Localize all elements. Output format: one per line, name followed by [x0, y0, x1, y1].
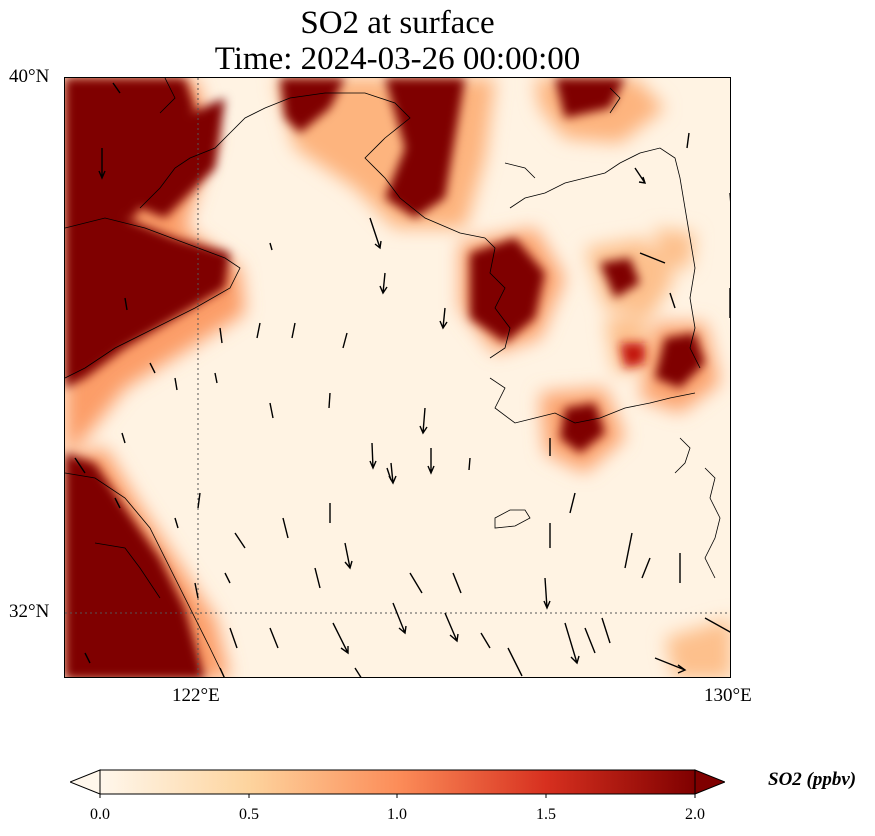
lat-label-32n: 32°N: [9, 601, 50, 622]
so2-map: [64, 77, 731, 678]
colorbar-extend-min: [70, 769, 101, 795]
plot-title: SO2 at surface: [300, 5, 495, 41]
coastlines: [65, 78, 721, 677]
colorbar-tick-2-0: 2.0: [685, 806, 705, 823]
colorbar-tick-1-0: 1.0: [387, 806, 407, 823]
colorbar-tick-0: 0.0: [90, 806, 110, 823]
lon-label-130e: 130°E: [704, 685, 752, 706]
map-canvas: [65, 78, 730, 677]
lat-label-40n: 40°N: [9, 66, 50, 87]
colorbar-tick-0-5: 0.5: [239, 806, 259, 823]
colorbar-extend-max: [694, 769, 725, 795]
colorbar: [70, 769, 725, 798]
plot-subtitle-time: Time: 2024-03-26 00:00:00: [214, 41, 581, 77]
so2-core-field: [65, 78, 705, 677]
colorbar-tick-1-5: 1.5: [536, 806, 556, 823]
colorbar-label: SO2 (ppbv): [768, 769, 857, 790]
lon-label-122e: 122°E: [172, 685, 220, 706]
wind-vectors: [74, 82, 730, 677]
colorbar-tick-marks: [99, 794, 696, 798]
colorbar-gradient: [99, 769, 696, 795]
